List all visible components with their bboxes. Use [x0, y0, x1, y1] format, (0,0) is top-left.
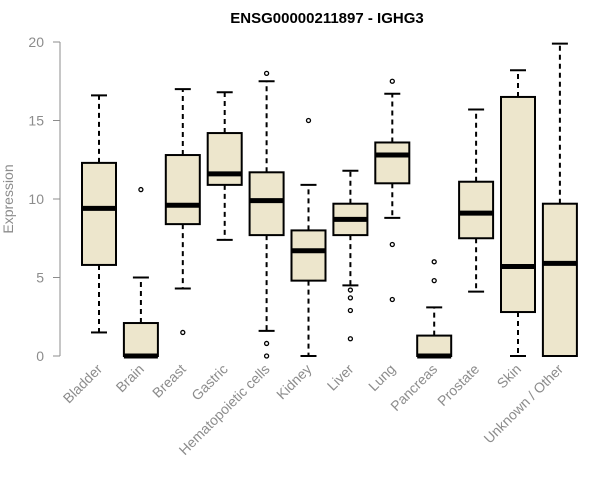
box-kidney — [290, 117, 327, 357]
box-iqr — [416, 334, 453, 357]
box-lung — [374, 78, 411, 303]
box-iqr — [500, 95, 536, 314]
box-prostate — [458, 108, 495, 293]
box-iqr — [541, 202, 578, 357]
x-tick-label: Brain — [113, 361, 147, 395]
box-bladder — [81, 94, 117, 334]
x-tick-label: Kidney — [273, 361, 315, 403]
outlier-point — [305, 117, 312, 124]
box-skin — [500, 69, 536, 357]
box-brain — [122, 186, 159, 359]
box-iqr — [290, 229, 327, 282]
y-tick-label: 0 — [36, 348, 44, 364]
y-tick-label: 15 — [28, 113, 44, 129]
x-tick-label: Prostate — [434, 361, 482, 409]
x-tick-label: Bladder — [60, 361, 106, 407]
box-gastric — [206, 91, 243, 241]
x-tick-label: Unknown / Other — [480, 361, 566, 447]
y-axis: 0 5 10 15 20 — [28, 34, 61, 364]
outlier-point — [347, 307, 354, 314]
y-tick-label: 20 — [28, 34, 44, 50]
outlier-point — [431, 277, 437, 284]
box-iqr — [374, 141, 411, 185]
outlier-point — [389, 241, 395, 248]
outlier-point — [180, 329, 186, 336]
box-iqr — [81, 161, 117, 266]
outlier-point — [389, 296, 395, 303]
outlier-point — [347, 287, 354, 293]
outlier-point — [347, 295, 354, 301]
box-breast — [164, 88, 201, 336]
box-pancreas — [416, 259, 453, 359]
outlier-point — [138, 186, 144, 193]
x-tick-label: Breast — [149, 361, 189, 401]
chart-title: ENSG00000211897 - IGHG3 — [230, 10, 423, 27]
x-tick-label: Lung — [365, 361, 398, 394]
y-tick-label: 5 — [36, 270, 44, 286]
box-liver — [332, 169, 369, 342]
outlier-point — [389, 78, 395, 84]
box-iqr — [122, 322, 159, 357]
outlier-point — [263, 340, 270, 347]
box-hematopoietic-cells — [248, 70, 285, 359]
outlier-point — [263, 353, 270, 359]
box-iqr — [248, 171, 285, 237]
x-tick-label: Skin — [494, 361, 525, 392]
outlier-point — [431, 259, 437, 265]
y-tick-label: 10 — [28, 191, 44, 207]
outlier-point — [263, 70, 270, 77]
box-iqr — [164, 154, 201, 226]
y-axis-label: Expression — [0, 164, 16, 233]
plot-area — [81, 42, 578, 359]
x-tick-label: Liver — [324, 361, 357, 394]
box-iqr — [206, 132, 243, 186]
outlier-point — [347, 336, 354, 342]
box-iqr — [458, 180, 495, 240]
x-tick-label: Pancreas — [387, 361, 440, 414]
box-unknown-other — [541, 42, 578, 357]
